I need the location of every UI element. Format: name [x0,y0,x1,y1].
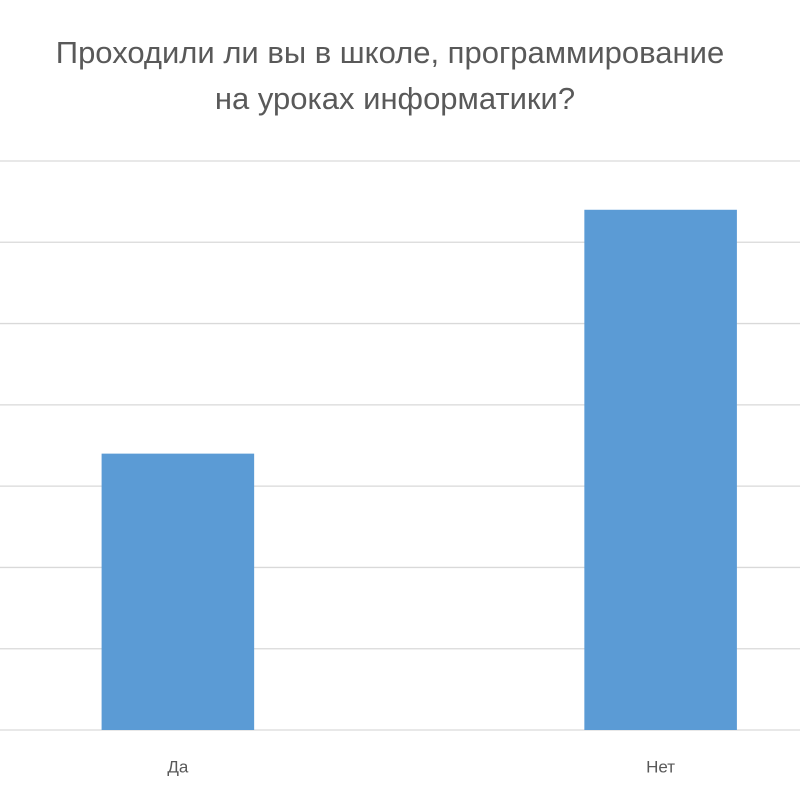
chart-title: на уроках информатики? [215,81,575,116]
bar [101,453,255,730]
chart-title: Проходили ли вы в школе, программировани… [56,35,724,70]
bar [584,209,737,730]
x-tick-label: Да [167,757,189,776]
x-tick-label: Нет [646,757,675,776]
